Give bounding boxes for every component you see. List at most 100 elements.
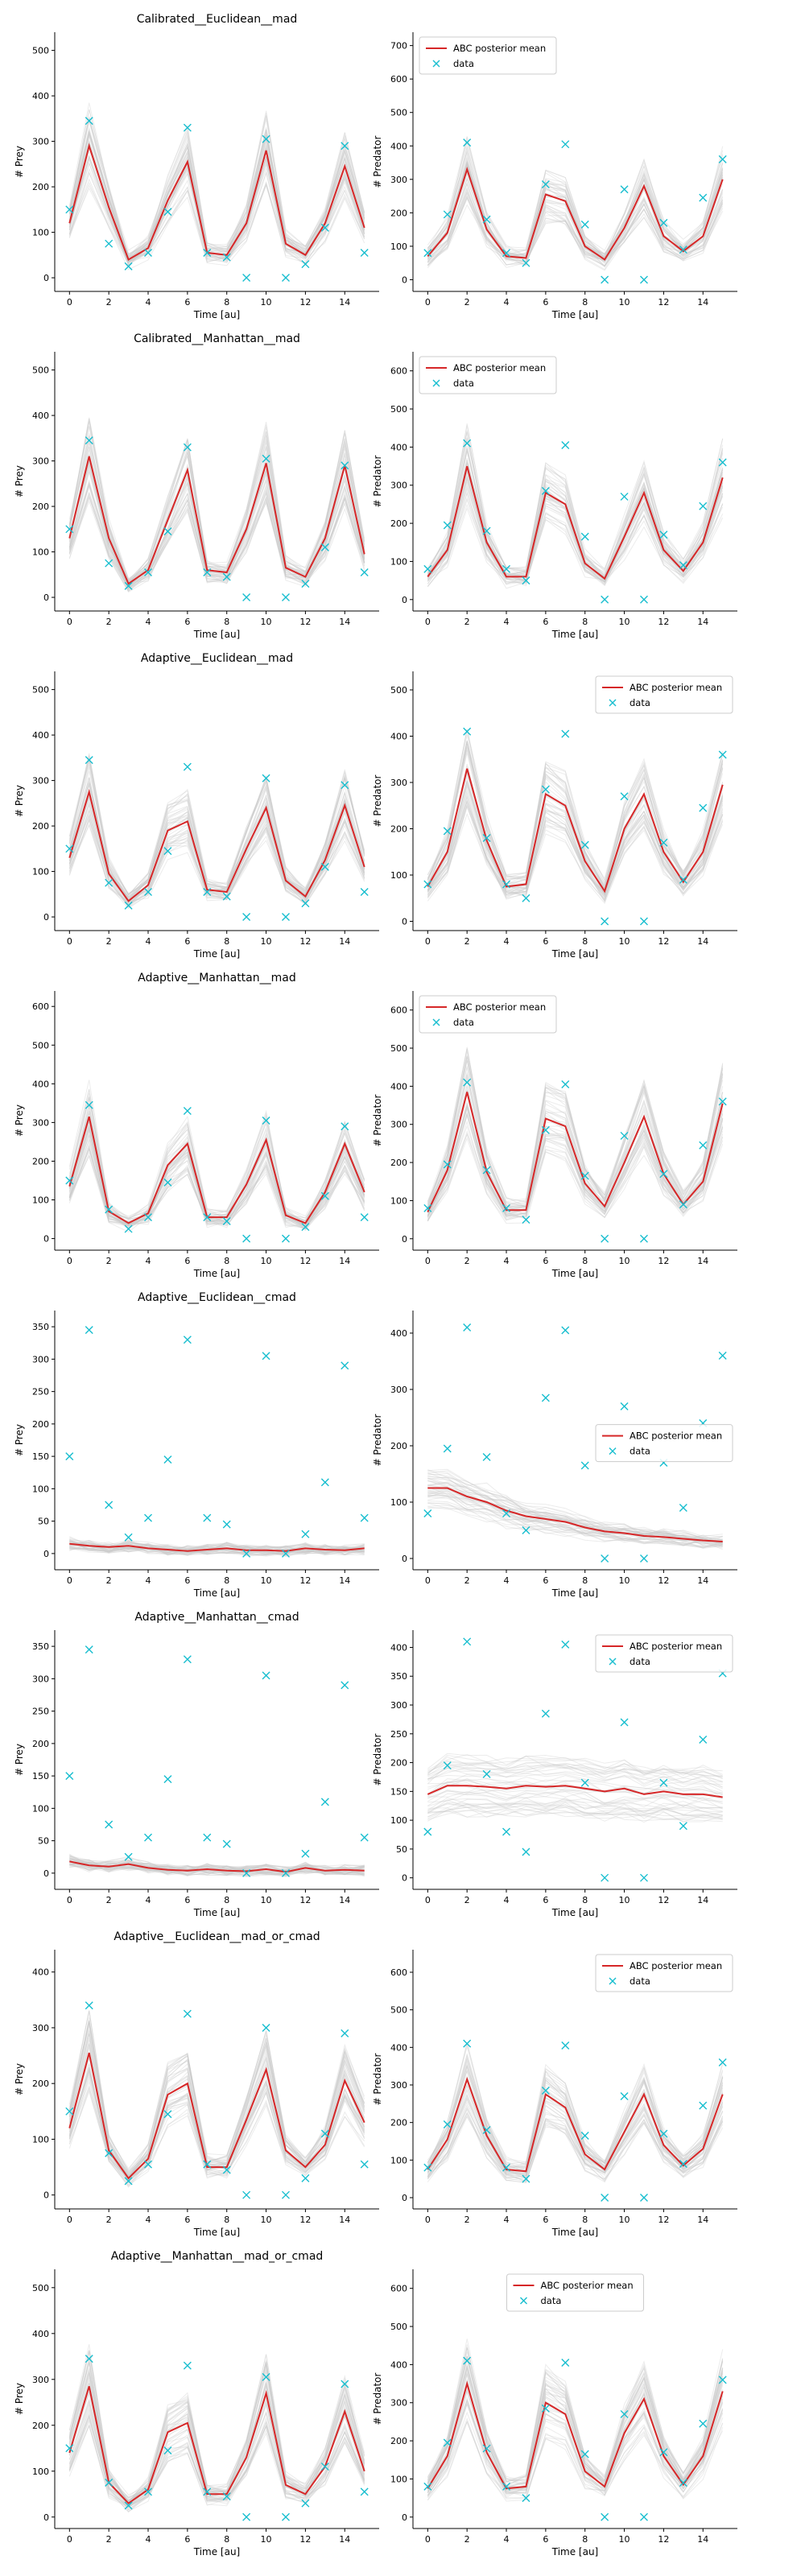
data-marker-stroke <box>301 1530 310 1538</box>
data-point-marker <box>105 878 114 887</box>
data-point-marker <box>541 785 550 794</box>
posterior-sample-line <box>427 2063 724 2169</box>
x-tick-label: 14 <box>339 1575 350 1586</box>
data-point-marker <box>639 2512 648 2521</box>
data-marker-stroke <box>320 2129 329 2138</box>
x-tick-label: 0 <box>425 617 431 627</box>
data-marker-stroke <box>718 1352 727 1360</box>
legend-mean-label: ABC posterior mean <box>630 1641 722 1652</box>
posterior-sample-line <box>427 2092 724 2178</box>
y-tick-label: 600 <box>390 1967 407 1978</box>
posterior-sample-line <box>427 2421 724 2502</box>
posterior-sample-line <box>427 778 724 895</box>
data-point-marker <box>341 2380 349 2388</box>
posterior-sample-line <box>68 754 365 896</box>
y-tick-label: 400 <box>390 141 407 151</box>
posterior-sample-line <box>68 115 365 258</box>
y-tick-label: 100 <box>32 1195 49 1206</box>
x-tick-label: 2 <box>464 617 470 627</box>
posterior-sample-line <box>68 755 365 896</box>
data-marker-stroke <box>423 1827 432 1836</box>
y-tick-label: 250 <box>390 1729 407 1740</box>
chart-panel-5: 0 100 200 300 400 500 0 2 4 6 8 10 12 14 Time [au] # Pr… <box>14 652 379 960</box>
data-marker-stroke <box>124 2501 133 2510</box>
y-tick-label: 0 <box>402 2193 407 2203</box>
posterior-sample-line <box>68 808 365 908</box>
data-point-marker <box>85 436 93 445</box>
x-tick-label: 4 <box>146 1256 151 1266</box>
data-point-marker <box>360 2160 369 2169</box>
posterior-sample-line <box>68 2085 365 2187</box>
data-point-marker <box>482 2444 491 2453</box>
data-marker-stroke <box>281 593 290 602</box>
data-marker-stroke <box>183 443 192 452</box>
posterior-sample-line <box>427 1803 723 1820</box>
posterior-sample-line <box>68 481 365 591</box>
data-marker-stroke <box>699 2101 708 2110</box>
posterior-sample-line <box>427 1492 723 1546</box>
data-marker-stroke <box>561 729 570 738</box>
posterior-sample-line <box>427 2053 724 2173</box>
posterior-sample-line <box>427 187 724 262</box>
posterior-sample-line <box>427 137 724 253</box>
posterior-sample-line <box>68 2085 365 2184</box>
data-marker-stroke <box>423 880 432 889</box>
posterior-sample-line <box>427 1782 723 1801</box>
posterior-sample-line <box>427 159 724 259</box>
posterior-sample-line <box>68 421 365 580</box>
data-point-marker <box>718 458 727 467</box>
data-point-marker <box>423 2482 432 2491</box>
y-tick-label: 0 <box>43 912 49 923</box>
data-point-marker <box>144 1833 153 1842</box>
posterior-sample-line <box>68 803 365 906</box>
y-tick-label: 400 <box>32 91 49 101</box>
posterior-sample-line <box>427 146 724 258</box>
data-point-marker <box>699 1735 708 1744</box>
posterior-sample-line <box>427 139 724 258</box>
data-point-marker <box>262 2372 270 2381</box>
posterior-sample-line <box>427 2112 724 2182</box>
posterior-sample-line <box>427 2389 724 2496</box>
posterior-sample-line <box>427 2358 724 2483</box>
posterior-sample-line <box>427 1765 723 1788</box>
data-marker-stroke <box>463 439 472 448</box>
posterior-sample-line <box>427 2101 724 2182</box>
posterior-sample-line <box>427 184 724 266</box>
x-tick-label: 4 <box>146 936 151 947</box>
x-axis-label: Time [au] <box>193 629 241 640</box>
data-marker-stroke <box>124 262 133 270</box>
posterior-sample-line <box>427 741 724 888</box>
x-tick-label: 0 <box>67 297 72 308</box>
data-marker-stroke <box>601 2512 609 2521</box>
posterior-samples <box>68 2010 365 2188</box>
posterior-sample-line <box>68 417 365 580</box>
data-marker-stroke <box>222 1839 231 1848</box>
posterior-sample-line <box>427 1067 724 1208</box>
data-point-marker <box>320 223 329 232</box>
posterior-sample-line <box>69 1542 365 1556</box>
chart-title: Calibrated__Euclidean__mad <box>137 13 298 26</box>
x-tick-label: 8 <box>224 1575 229 1586</box>
posterior-sample-line <box>427 1051 724 1208</box>
data-marker-stroke <box>620 2092 629 2100</box>
y-tick-label: 0 <box>43 2512 49 2523</box>
posterior-mean-line <box>427 1785 723 1798</box>
posterior-sample-line <box>68 814 365 909</box>
y-axis-label: # Predator <box>372 135 383 188</box>
x-tick-label: 0 <box>425 2534 431 2545</box>
data-point-marker <box>163 847 172 856</box>
legend-mean-label: ABC posterior mean <box>541 2280 634 2291</box>
data-marker-stroke <box>659 2129 668 2138</box>
data-point-marker <box>85 1100 93 1109</box>
data-point-marker <box>718 750 727 759</box>
posterior-sample-line <box>68 2010 365 2169</box>
data-marker-stroke <box>301 2174 310 2182</box>
x-tick-label: 12 <box>299 1575 311 1586</box>
posterior-sample-line <box>427 2344 724 2483</box>
x-tick-label: 10 <box>619 1575 630 1586</box>
posterior-sample-line <box>427 1752 723 1777</box>
x-axis-label: Time [au] <box>551 2227 599 2238</box>
posterior-sample-line <box>68 819 365 906</box>
data-point-marker <box>360 2487 369 2496</box>
x-tick-label: 4 <box>146 1895 151 1905</box>
